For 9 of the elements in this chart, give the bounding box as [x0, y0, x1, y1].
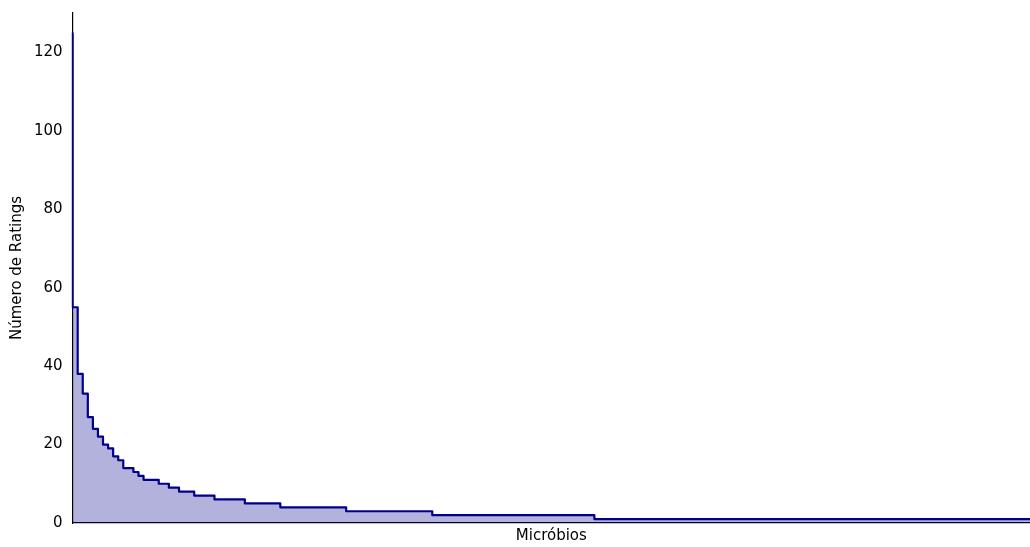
y-axis-title: Número de Ratings — [6, 195, 25, 341]
y-tick-label: 60 — [43, 277, 63, 296]
y-tick-label: 20 — [43, 434, 63, 453]
x-axis-title: Micróbios — [515, 525, 588, 544]
y-tick-label: 100 — [33, 120, 63, 139]
y-tick-label: 0 — [53, 512, 63, 531]
y-tick-label: 120 — [33, 42, 63, 61]
y-tick-label: 40 — [43, 355, 63, 374]
y-tick-label: 80 — [43, 199, 63, 218]
